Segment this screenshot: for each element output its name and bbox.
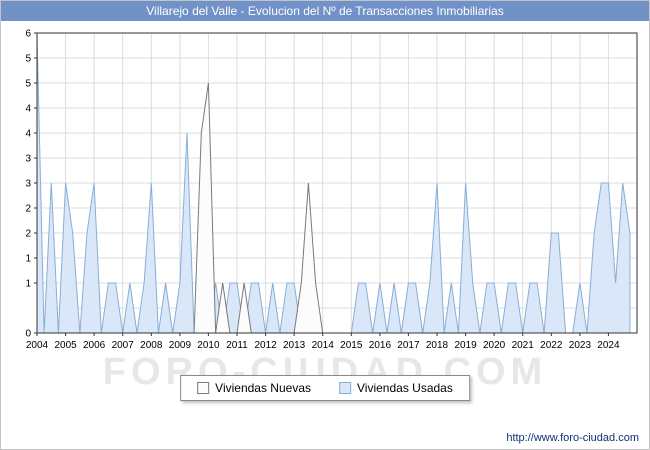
legend-swatch-usadas-icon: [339, 382, 351, 394]
x-tick-label: 2015: [340, 340, 363, 351]
y-tick-label: 2: [25, 229, 31, 240]
x-tick-label: 2006: [83, 340, 106, 351]
x-tick-label: 2024: [597, 340, 620, 351]
chart-title: Villarejo del Valle - Evolucion del Nº d…: [1, 1, 649, 21]
y-tick-label: 4: [25, 129, 31, 140]
x-tick-label: 2007: [112, 340, 135, 351]
y-tick-label: 3: [25, 179, 31, 190]
x-tick-label: 2016: [369, 340, 392, 351]
y-tick-label: 5: [25, 79, 31, 90]
y-tick-label: 0: [25, 329, 31, 340]
x-tick-label: 2011: [226, 340, 248, 351]
y-tick-label: 1: [25, 254, 31, 265]
x-tick-label: 2005: [54, 340, 77, 351]
legend: Viviendas Nuevas Viviendas Usadas: [180, 375, 470, 401]
legend-item-viviendas-nuevas[interactable]: Viviendas Nuevas: [197, 381, 311, 395]
x-tick-label: 2010: [197, 340, 220, 351]
legend-swatch-nuevas-icon: [197, 382, 210, 394]
x-tick-label: 2004: [26, 340, 49, 351]
y-tick-label: 1: [25, 279, 31, 290]
x-tick-label: 2023: [569, 340, 592, 351]
x-tick-label: 2021: [512, 340, 535, 351]
x-tick-label: 2018: [426, 340, 449, 351]
x-tick-label: 2020: [483, 340, 506, 351]
footer-url-link[interactable]: http://www.foro-ciudad.com: [506, 432, 639, 444]
x-tick-label: 2009: [169, 340, 192, 351]
y-tick-label: 4: [25, 104, 31, 115]
y-tick-label: 6: [25, 29, 31, 40]
x-tick-label: 2022: [540, 340, 563, 351]
legend-item-viviendas-usadas[interactable]: Viviendas Usadas: [339, 381, 453, 395]
x-tick-label: 2019: [454, 340, 477, 351]
y-tick-label: 5: [25, 54, 31, 65]
y-tick-label: 2: [25, 204, 31, 215]
y-tick-label: 3: [25, 154, 31, 165]
x-tick-label: 2014: [312, 340, 335, 351]
x-tick-label: 2017: [397, 340, 420, 351]
legend-label-usadas: Viviendas Usadas: [357, 381, 453, 395]
x-tick-label: 2008: [140, 340, 163, 351]
x-tick-label: 2012: [254, 340, 277, 351]
legend-label-nuevas: Viviendas Nuevas: [215, 381, 311, 395]
x-tick-label: 2013: [283, 340, 306, 351]
